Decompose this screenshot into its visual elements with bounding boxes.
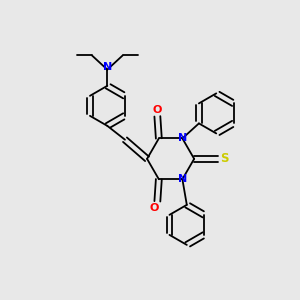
Text: N: N	[178, 134, 187, 143]
Text: S: S	[220, 152, 229, 165]
Text: O: O	[150, 203, 159, 213]
Text: N: N	[178, 174, 187, 184]
Text: O: O	[153, 105, 162, 115]
Text: N: N	[103, 62, 112, 72]
